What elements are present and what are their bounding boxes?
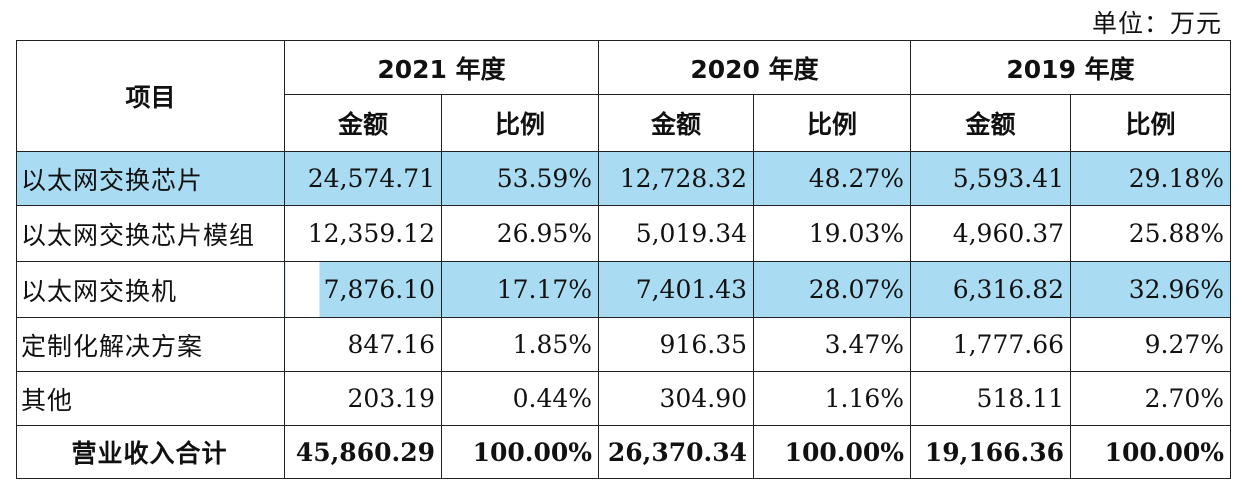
cell-ratio: 3.47%	[753, 317, 912, 372]
cell-amount: 304.90	[598, 371, 755, 426]
cell-ratio: 17.17%	[440, 261, 600, 318]
cell-ratio: 2.70%	[1070, 371, 1232, 426]
table-row: 定制化解决方案 847.16 1.85% 916.35 3.47% 1,777.…	[16, 317, 1232, 372]
cell-amount: 518.11	[910, 371, 1072, 426]
table-row: 以太网交换芯片模组 12,359.12 26.95% 5,019.34 19.0…	[16, 205, 1232, 262]
cell-amount: 5,593.41	[910, 151, 1072, 206]
header-amount: 金额	[910, 94, 1072, 152]
unit-label: 单位：万元	[1091, 9, 1222, 38]
cell-amount: 203.19	[284, 371, 442, 426]
cell-amount: 45,860.29	[284, 425, 442, 479]
table-row: 其他 203.19 0.44% 304.90 1.16% 518.11 2.70…	[16, 371, 1232, 426]
cell-ratio: 100.00%	[1070, 425, 1232, 479]
cell-ratio: 1.16%	[753, 371, 912, 426]
cell-amount: 1,777.66	[910, 317, 1072, 372]
header-ratio: 比例	[1070, 94, 1232, 152]
header-year-2021: 2021 年度	[283, 40, 600, 95]
cell-amount: 24,574.71	[284, 151, 442, 206]
cell-ratio: 25.88%	[1070, 205, 1232, 262]
header-item: 项目	[16, 40, 285, 152]
header-amount: 金额	[598, 94, 755, 152]
cell-amount: 916.35	[598, 317, 755, 372]
header-row-years: 项目 2021 年度 2020 年度 2019 年度	[16, 40, 1232, 152]
cell-ratio: 29.18%	[1070, 151, 1232, 206]
row-label: 其他	[16, 371, 285, 426]
table-row: 以太网交换芯片 24,574.71 53.59% 12,728.32 48.27…	[16, 151, 1232, 206]
cell-amount: 4,960.37	[910, 205, 1072, 262]
revenue-table: 项目 2021 年度 2020 年度 2019 年度 金额 比例 金额 比例 金…	[16, 40, 1232, 479]
cell-amount: 12,359.12	[284, 205, 442, 262]
cell-ratio: 48.27%	[753, 151, 912, 206]
cell-ratio: 9.27%	[1070, 317, 1232, 372]
cell-ratio: 32.96%	[1070, 261, 1232, 318]
row-label: 以太网交换机	[16, 261, 285, 318]
header-year-2019: 2019 年度	[910, 40, 1232, 95]
row-label: 以太网交换芯片	[16, 151, 285, 206]
cell-amount: 6,316.82	[910, 261, 1072, 318]
cell-amount: 5,019.34	[598, 205, 755, 262]
row-label: 营业收入合计	[16, 425, 285, 479]
cell-ratio: 28.07%	[753, 261, 912, 318]
header-year-2020: 2020 年度	[598, 40, 912, 95]
total-row: 营业收入合计 45,860.29 100.00% 26,370.34 100.0…	[16, 425, 1232, 479]
cell-ratio: 0.44%	[440, 371, 600, 426]
cell-ratio: 100.00%	[440, 425, 600, 479]
row-label: 以太网交换芯片模组	[16, 205, 285, 262]
cell-amount: 26,370.34	[598, 425, 755, 479]
header-ratio: 比例	[753, 94, 912, 152]
row-label: 定制化解决方案	[16, 317, 285, 372]
cell-ratio: 1.85%	[440, 317, 600, 372]
cell-ratio: 19.03%	[753, 205, 912, 262]
cell-ratio: 100.00%	[753, 425, 912, 479]
cell-ratio: 26.95%	[440, 205, 600, 262]
cell-amount: 12,728.32	[598, 151, 755, 206]
cell-amount: 7,401.43	[598, 261, 755, 318]
cell-amount: 847.16	[284, 317, 442, 372]
cell-ratio: 53.59%	[440, 151, 600, 206]
cell-amount: 19,166.36	[910, 425, 1072, 479]
header-amount: 金额	[284, 94, 442, 152]
table-row: 以太网交换机 7,876.10 17.17% 7,401.43 28.07% 6…	[16, 261, 1232, 318]
header-ratio: 比例	[440, 94, 600, 152]
cell-amount: 7,876.10	[284, 261, 442, 318]
